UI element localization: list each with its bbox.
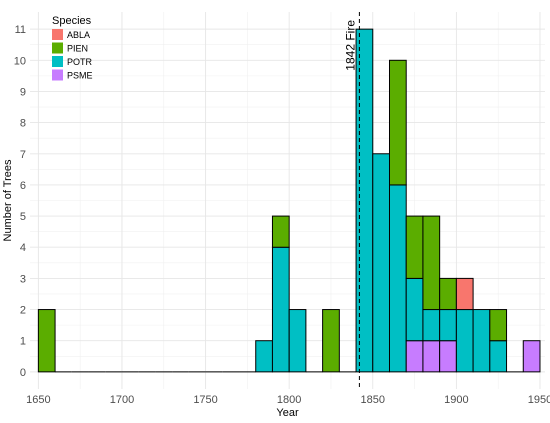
bar-potr (372, 153, 390, 373)
fire-label: 1842 Fire (343, 20, 357, 71)
bar-potr (422, 309, 441, 342)
bar-pien (271, 215, 290, 248)
bar-potr (405, 277, 424, 342)
y-tick-label: 0 (20, 367, 26, 379)
x-tick-label: 1750 (193, 394, 217, 406)
y-tick-label: 1 (20, 336, 26, 348)
legend-key-potr (52, 56, 63, 67)
y-tick-label: 7 (20, 149, 26, 161)
bar-pien (388, 59, 407, 186)
legend-label-abla: ABLA (67, 30, 90, 40)
bar-potr (355, 28, 374, 373)
y-tick-label: 4 (20, 242, 26, 254)
y-tick-label: 10 (14, 55, 26, 67)
y-tick-label: 5 (20, 211, 26, 223)
axes: 1650 1700 1750 1800 1850 1900 1950 0 1 2 3 4 5 6 7 8 9 10… (14, 24, 550, 406)
bar-pien (37, 309, 56, 373)
bar-pien (322, 309, 340, 373)
legend-label-potr: POTR (67, 57, 93, 67)
annotations: 1842 Fire (343, 12, 360, 389)
x-tick-label: 1950 (528, 394, 550, 406)
x-tick-label: 1650 (26, 394, 50, 406)
bar-potr (472, 309, 491, 373)
x-tick-label: 1900 (444, 394, 468, 406)
y-tick-label: 2 (20, 305, 26, 317)
x-tick-label: 1800 (277, 394, 301, 406)
legend-label-pien: PIEN (67, 44, 88, 54)
bar-potr (255, 340, 273, 373)
bar-potr (388, 184, 407, 373)
y-tick-label: 11 (15, 24, 26, 36)
bar-psme (405, 340, 424, 373)
bar-psme (439, 340, 457, 373)
bars (37, 28, 541, 373)
bar-potr (271, 246, 290, 373)
legend-label-psme: PSME (67, 71, 93, 81)
bar-pien (439, 277, 457, 311)
legend-key-abla (52, 29, 63, 40)
legend-key-psme (52, 69, 63, 81)
bar-psme (422, 340, 441, 373)
bar-pien (422, 215, 441, 311)
bar-potr (455, 309, 474, 373)
legend: Species ABLA PIEN POTR PSME (52, 15, 93, 81)
y-tick-label: 3 (20, 273, 26, 285)
x-tick-label: 1700 (110, 394, 134, 406)
y-tick-label: 6 (20, 180, 26, 192)
y-tick-label: 8 (20, 118, 26, 130)
legend-title: Species (52, 15, 92, 27)
bar-pien (489, 309, 508, 342)
y-axis-title: Number of Trees (2, 159, 14, 241)
bar-abla (455, 277, 474, 311)
x-tick-label: 1850 (361, 394, 385, 406)
bar-potr (439, 309, 457, 342)
legend-key-pien (52, 42, 63, 54)
bar-psme (522, 340, 541, 373)
bar-potr (288, 309, 307, 373)
y-tick-label: 9 (20, 86, 26, 98)
bar-pien (405, 215, 424, 279)
bar-potr (489, 340, 508, 373)
x-axis-title: Year (276, 407, 299, 419)
